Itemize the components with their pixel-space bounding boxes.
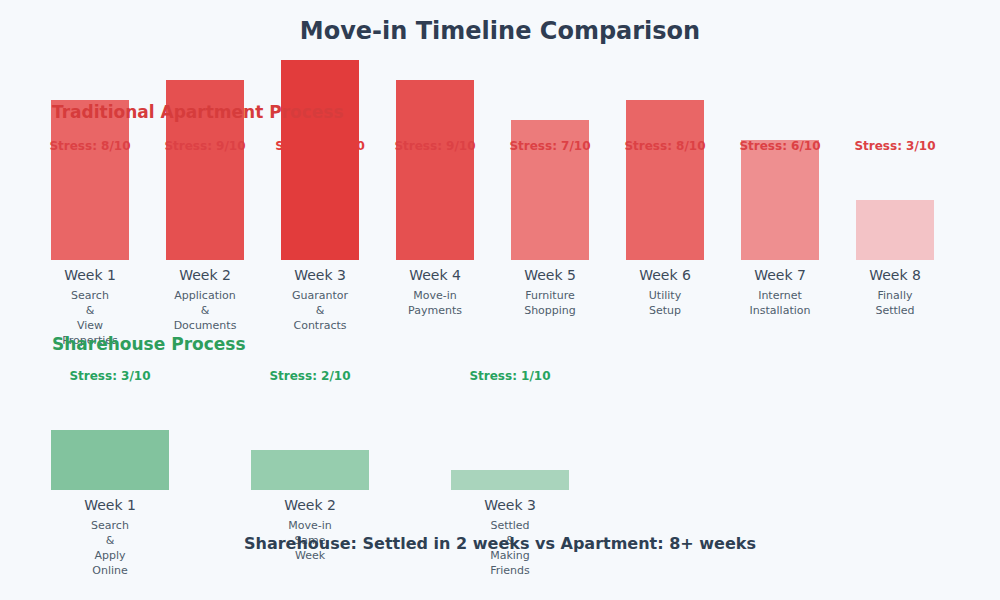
chart-title: Move-in Timeline Comparison [0,17,1000,45]
sharehouse-bar-week-1 [51,430,169,490]
apartment-section-heading: Traditional Apartment Process [52,102,344,122]
apartment-task-label: Finally Settled [825,288,965,318]
apartment-week-label: Week 8 [825,267,965,283]
sharehouse-bar-week-2 [251,450,369,490]
sharehouse-week-label: Week 3 [440,497,580,513]
sharehouse-section-heading: Sharehouse Process [52,334,246,354]
apartment-stress-label: Stress: 3/10 [825,139,965,153]
apartment-bar-week-8 [856,200,934,260]
sharehouse-week-label: Week 2 [240,497,380,513]
sharehouse-stress-label: Stress: 3/10 [40,369,180,383]
chart-canvas: Move-in Timeline Comparison Traditional … [0,0,1000,600]
sharehouse-stress-label: Stress: 1/10 [440,369,580,383]
apartment-bar-week-3 [281,60,359,260]
sharehouse-bar-week-3 [451,470,569,490]
comparison-footer: Sharehouse: Settled in 2 weeks vs Apartm… [0,533,1000,555]
apartment-bar-week-6 [626,100,704,260]
apartment-bar-week-4 [396,80,474,260]
sharehouse-week-label: Week 1 [40,497,180,513]
sharehouse-stress-label: Stress: 2/10 [240,369,380,383]
apartment-bar-week-7 [741,140,819,260]
apartment-bar-week-1 [51,100,129,260]
